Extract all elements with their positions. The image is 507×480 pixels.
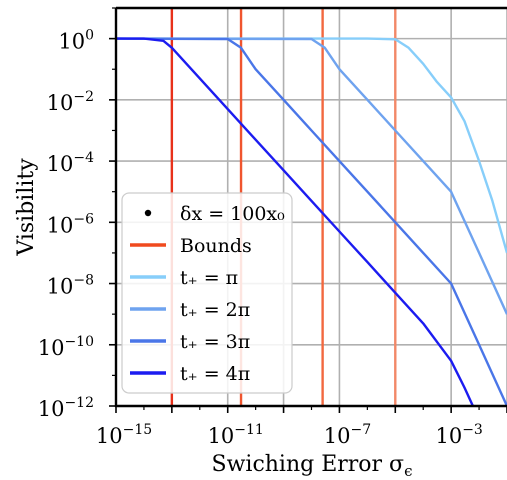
y-tick-label: 10−8 <box>47 273 94 299</box>
legend-label: t₊ = 4π <box>180 363 250 385</box>
series-line <box>116 37 507 254</box>
y-axis-label: Visibility <box>14 158 39 257</box>
legend-label: t₊ = 3π <box>180 331 250 353</box>
legend-marker-dot <box>144 209 152 217</box>
y-tick-label: 10−12 <box>38 395 94 421</box>
legend: δx = 100x₀ Bounds t₊ = π t₊ = 2π t₊ = 3π t₊ =… <box>121 192 293 394</box>
series-line <box>116 37 507 315</box>
legend-box <box>121 192 293 394</box>
x-tick-label: 10−3 <box>435 422 482 448</box>
x-axis-label-sub: ϵ <box>404 462 412 480</box>
x-tick-label: 10−11 <box>208 422 264 448</box>
series-line <box>116 37 507 406</box>
y-tick-label: 10−2 <box>47 89 94 115</box>
series-line <box>116 37 474 406</box>
y-tick-label: 10−6 <box>47 211 94 237</box>
y-tick-label: 10−4 <box>47 150 94 176</box>
tick-labels: 10−15 10−11 10−7 10−3 100 10−2 10−4 10−6 10−8 10−… <box>38 28 483 448</box>
x-tick-label: 10−7 <box>324 422 371 448</box>
y-tick-label: 100 <box>58 28 94 54</box>
legend-label: t₊ = π <box>180 267 238 289</box>
x-tick-label: 10−15 <box>96 422 152 448</box>
legend-label: Bounds <box>180 235 252 257</box>
series-lines <box>116 37 507 406</box>
legend-label: t₊ = 2π <box>180 299 250 321</box>
x-axis-label-main: Swiching Error σ <box>212 452 405 477</box>
legend-label: δx = 100x₀ <box>180 203 285 225</box>
axes <box>109 6 507 413</box>
y-tick-label: 10−10 <box>38 334 94 360</box>
x-axis-label: Swiching Error σϵ <box>212 452 413 480</box>
